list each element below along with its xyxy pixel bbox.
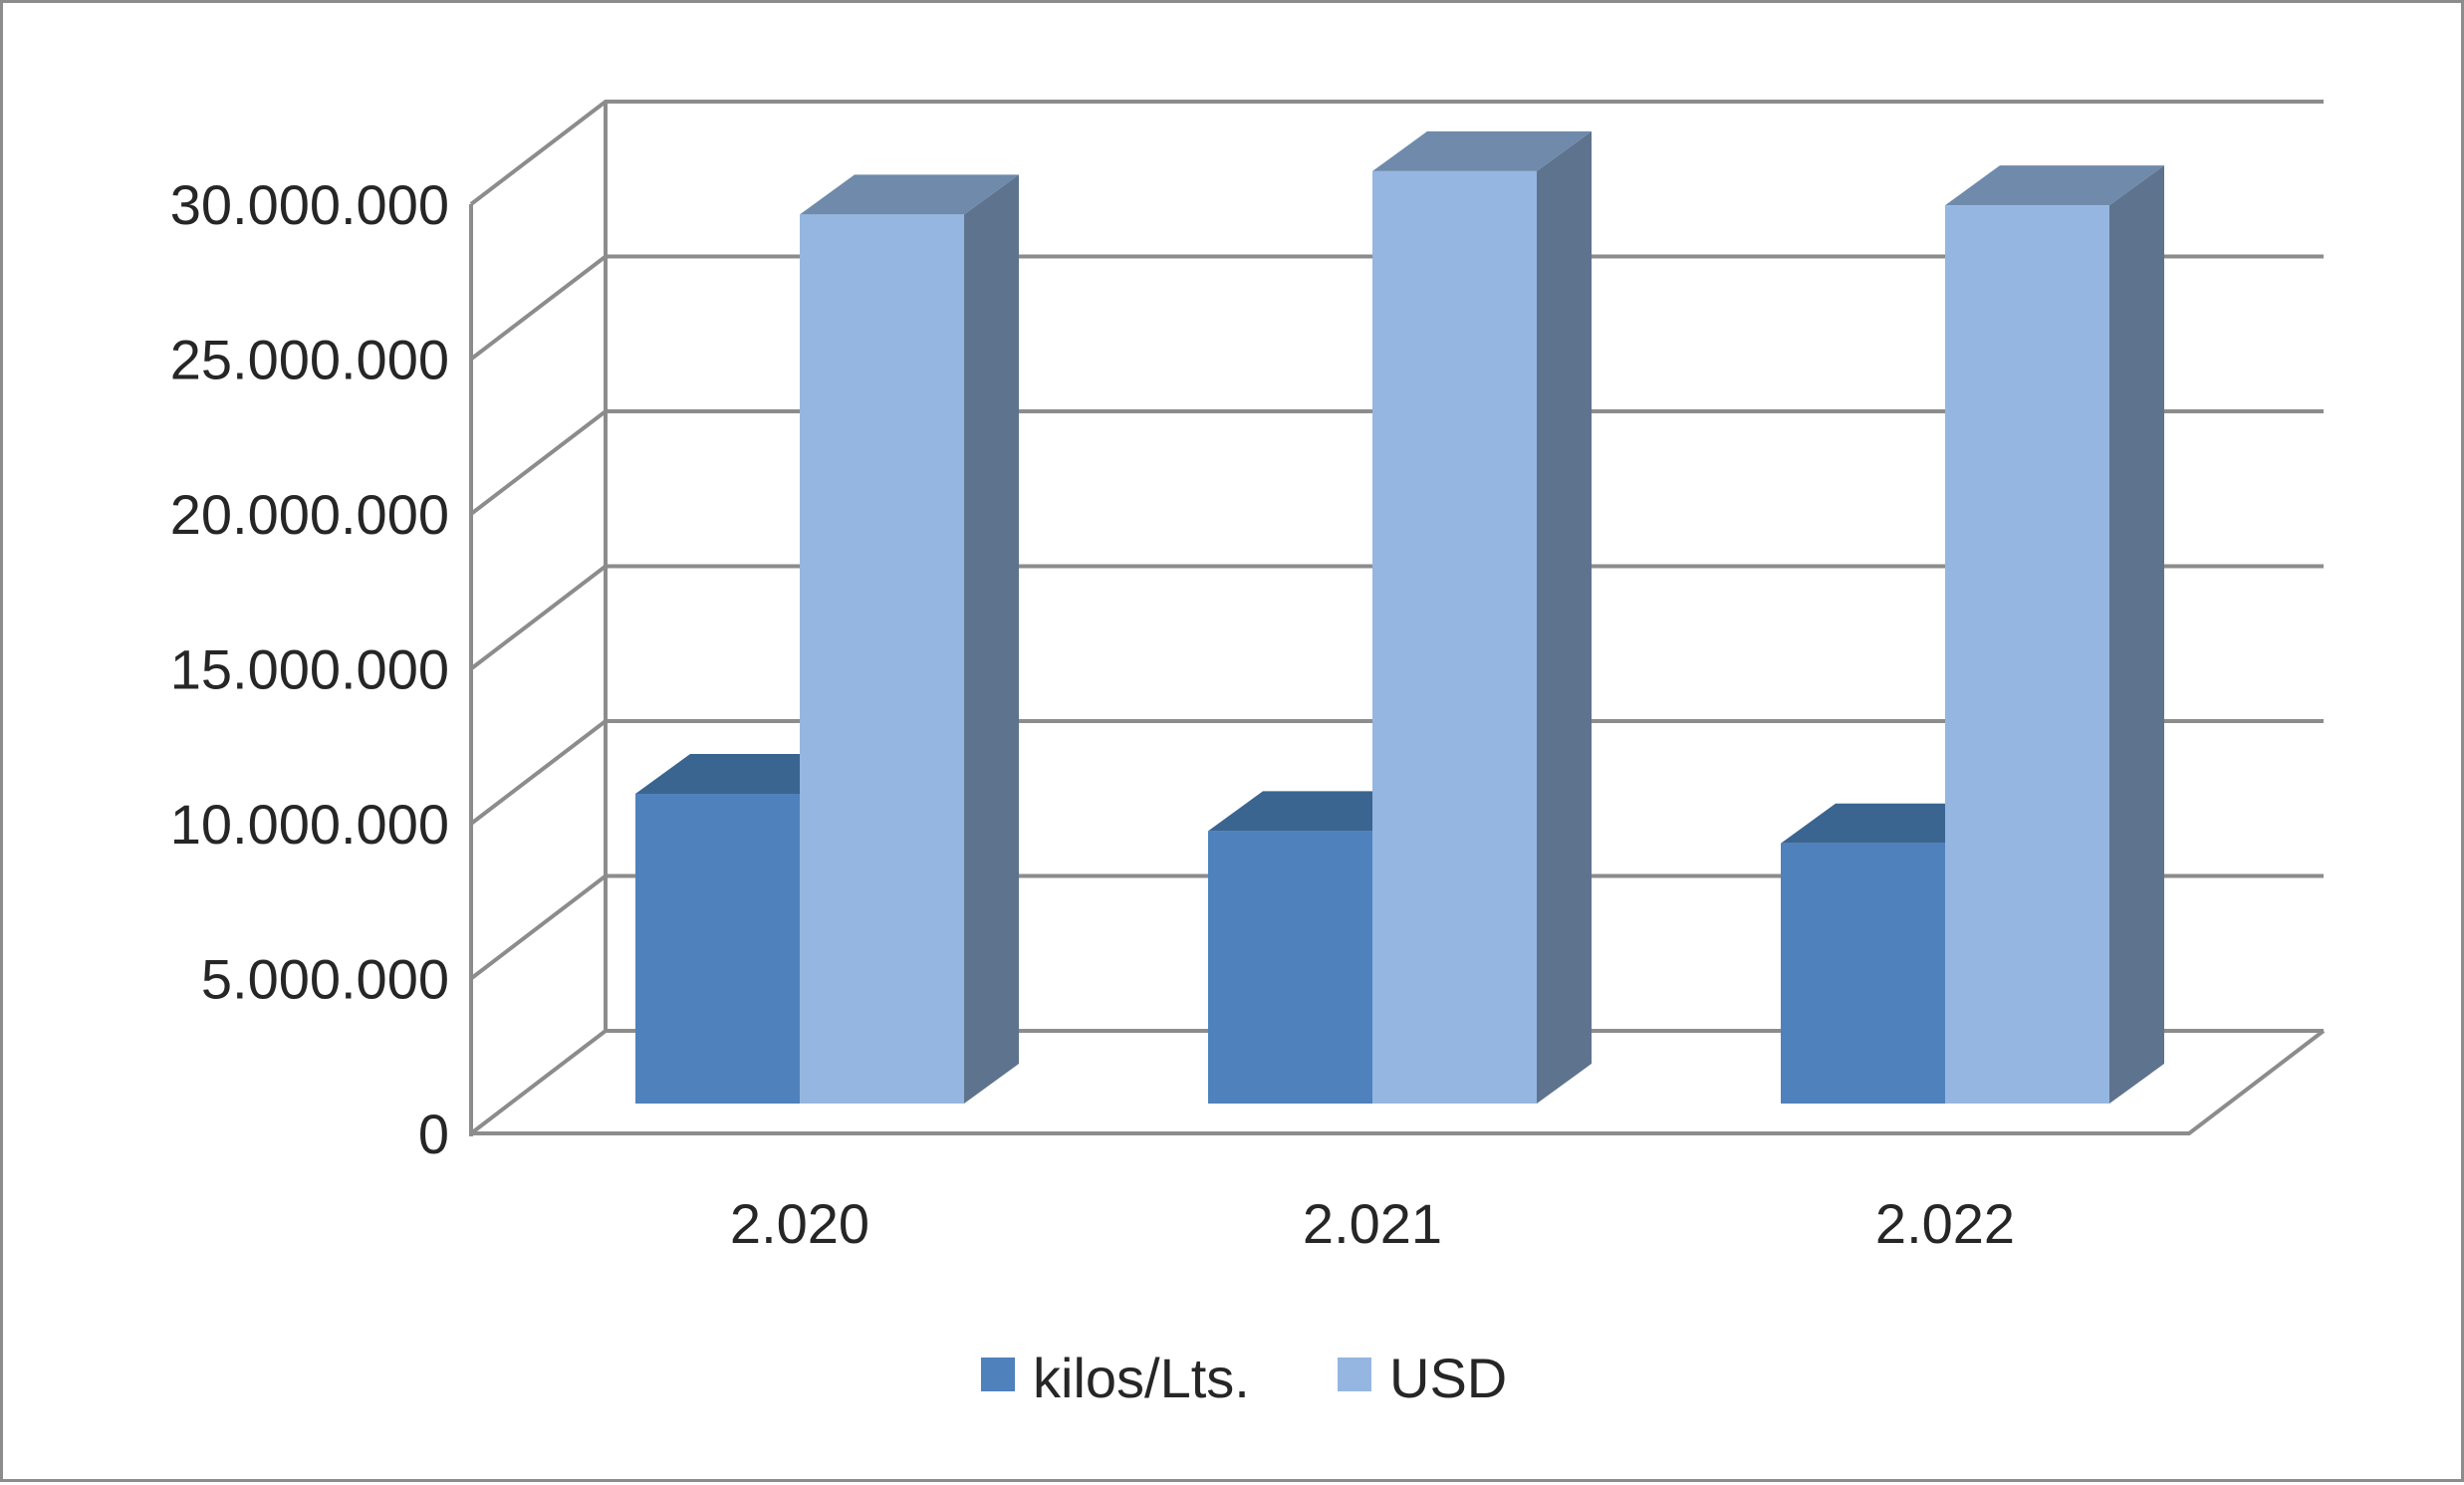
usd-bar-front [800, 214, 964, 1104]
legend-label: USD [1389, 1347, 1507, 1409]
bars [635, 130, 2164, 1105]
x-tick-label: 2.022 [1875, 1192, 2015, 1255]
legend-swatch [1338, 1358, 1371, 1391]
usd-bar-top [1945, 165, 2164, 206]
legend-label: kilos/Lts. [1033, 1347, 1250, 1409]
y-tick-label: 5.000.000 [201, 948, 449, 1011]
y-tick-label: 30.000.000 [170, 173, 449, 236]
usd-bar-top [1372, 130, 1592, 171]
usd-bar-top [800, 174, 1019, 215]
y-tick-label: 15.000.000 [170, 638, 449, 701]
legend-item-kilos: kilos/Lts. [981, 1347, 1250, 1409]
legend-item-usd: USD [1338, 1347, 1507, 1409]
legend: kilos/Lts. USD [981, 1347, 1507, 1409]
y-tick-label: 25.000.000 [170, 329, 449, 391]
x-tick-label: 2.021 [1303, 1192, 1442, 1255]
usd-bar-front [1372, 170, 1537, 1104]
usd-bar-front [1945, 205, 2109, 1105]
y-tick-label: 20.000.000 [170, 483, 449, 546]
kilos-bar-front [1208, 831, 1372, 1104]
usd-bar-side [1537, 130, 1592, 1104]
legend-swatch [981, 1358, 1015, 1391]
floor-edge [471, 1029, 2326, 1135]
usd-bar [1945, 165, 2164, 1105]
y-axis-ticks: 0 5.000.000 10.000.000 15.000.000 20.000.000… [170, 173, 449, 1165]
y-tick-label: 0 [418, 1103, 449, 1165]
gridlines [469, 100, 2326, 1136]
bar-chart: 0 5.000.000 10.000.000 15.000.000 20.000.000… [170, 100, 2326, 1409]
x-tick-label: 2.020 [730, 1192, 869, 1255]
usd-bar-side [964, 174, 1019, 1104]
usd-bar [1372, 130, 1592, 1104]
y-tick-label: 10.000.000 [170, 793, 449, 856]
kilos-bar-front [635, 794, 800, 1104]
kilos-bar-front [1781, 843, 1945, 1104]
usd-bar-side [2109, 165, 2164, 1105]
usd-bar [800, 174, 1019, 1104]
x-axis-ticks: 2.020 2.021 2.022 [730, 1192, 2015, 1255]
